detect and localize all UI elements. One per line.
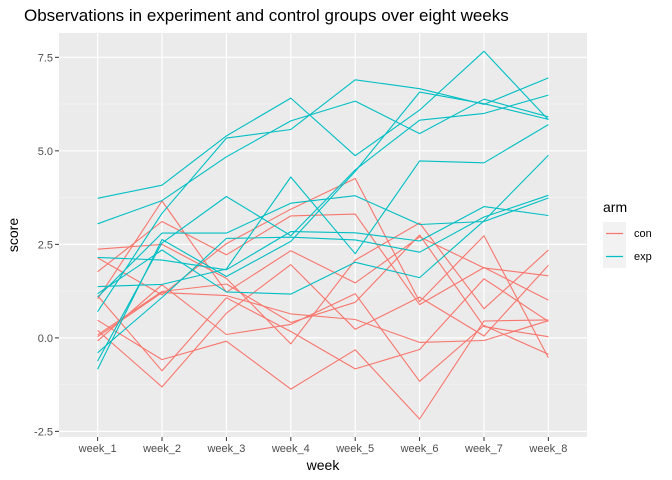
y-tick-label: 0.0 (38, 333, 53, 345)
series-line-con (97, 264, 549, 388)
y-tick-label: 2.5 (38, 239, 53, 251)
x-tick-label: week_7 (464, 443, 503, 455)
legend-label-exp: exp (634, 251, 652, 263)
x-tick-label: week_1 (78, 443, 117, 455)
series-line-con (97, 234, 549, 338)
x-tick-label: week_4 (271, 443, 310, 455)
legend-label-con: con (634, 228, 652, 240)
series-line-con (97, 222, 549, 345)
series-line-con (97, 177, 549, 358)
series-line-exp (97, 195, 549, 298)
y-tick-label: 5.0 (38, 146, 53, 158)
x-tick-label: week_6 (400, 443, 439, 455)
y-tick-label: -2.5 (34, 426, 53, 438)
series-line-con (97, 319, 549, 420)
series-line-con (97, 278, 549, 372)
series-line-exp (97, 124, 549, 288)
x-tick-label: week_2 (142, 443, 181, 455)
series-line-exp (97, 154, 549, 295)
x-tick-label: week_8 (528, 443, 567, 455)
chart-title: Observations in experiment and control g… (24, 6, 509, 25)
series-line-exp (97, 194, 549, 354)
series-line-exp (97, 94, 549, 362)
series-line-exp (97, 98, 549, 225)
series-line-exp (97, 206, 549, 271)
series-line-exp (97, 77, 549, 313)
series-line-con (97, 200, 549, 300)
x-tick-label: week_5 (335, 443, 374, 455)
legend: arm con exp (603, 199, 652, 268)
plot-panel (59, 33, 587, 437)
series-line-con (97, 284, 549, 382)
x-axis-label: week (306, 457, 341, 473)
x-tick-label: week_3 (206, 443, 245, 455)
y-axis-label: score (5, 218, 21, 252)
series-line-exp (97, 50, 549, 199)
legend-title: arm (603, 199, 627, 215)
y-tick-label: 7.5 (38, 52, 53, 64)
